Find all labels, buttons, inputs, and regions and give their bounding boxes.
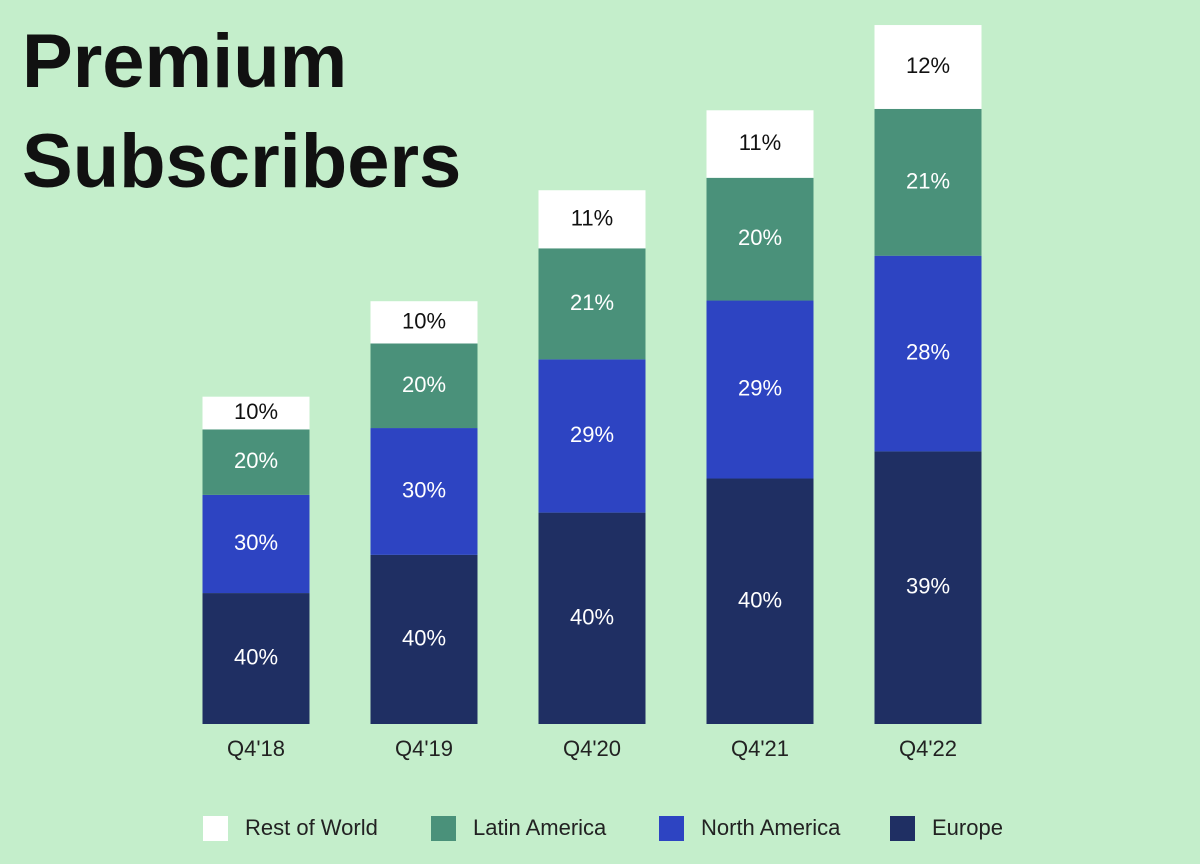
data-label: 11% bbox=[571, 205, 613, 230]
value: 11 bbox=[739, 130, 762, 155]
data-label: 29% bbox=[570, 422, 614, 447]
unit: % bbox=[762, 587, 782, 612]
legend-swatch bbox=[890, 816, 915, 841]
unit: % bbox=[594, 422, 614, 447]
unit: % bbox=[930, 339, 950, 364]
bar-segment bbox=[202, 396, 310, 430]
value: 21 bbox=[570, 290, 594, 315]
unit: % bbox=[762, 375, 782, 400]
legend-label: Europe bbox=[932, 815, 1003, 840]
bar-segment bbox=[874, 451, 982, 724]
value: 40 bbox=[738, 587, 762, 612]
unit: % bbox=[426, 308, 446, 333]
value: 20 bbox=[234, 448, 258, 473]
bar-segment bbox=[202, 429, 310, 495]
data-label: 10% bbox=[234, 399, 278, 424]
value: 30 bbox=[402, 477, 426, 502]
value: 29 bbox=[570, 422, 594, 447]
bar-segment bbox=[874, 255, 982, 452]
data-label: 21% bbox=[570, 290, 614, 315]
unit: % bbox=[930, 53, 950, 78]
data-label: 20% bbox=[402, 372, 446, 397]
unit: % bbox=[594, 604, 614, 629]
data-label: 40% bbox=[402, 625, 446, 650]
chart-title: Premium Subscribers bbox=[22, 19, 462, 204]
unit: % bbox=[258, 399, 278, 424]
value: 20 bbox=[738, 225, 762, 250]
unit: % bbox=[426, 477, 446, 502]
data-label: 21% bbox=[906, 168, 950, 193]
data-label: 20% bbox=[738, 225, 782, 250]
unit: % bbox=[594, 290, 614, 315]
legend-swatch bbox=[203, 816, 228, 841]
x-tick-label: Q4'20 bbox=[563, 736, 621, 761]
data-label: 11% bbox=[739, 130, 781, 155]
data-label: 28% bbox=[906, 339, 950, 364]
x-tick-label: Q4'22 bbox=[899, 736, 957, 761]
data-label: 29% bbox=[738, 375, 782, 400]
unit: % bbox=[258, 530, 278, 555]
unit: % bbox=[426, 625, 446, 650]
data-label: 30% bbox=[402, 477, 446, 502]
value: 10 bbox=[234, 399, 258, 424]
bar-segment bbox=[202, 593, 310, 724]
data-label: 40% bbox=[234, 644, 278, 669]
bar-segment bbox=[874, 108, 982, 256]
value: 28 bbox=[906, 339, 930, 364]
bar-segment bbox=[706, 300, 814, 479]
data-label: 30% bbox=[234, 530, 278, 555]
x-tick-label: Q4'19 bbox=[395, 736, 453, 761]
bar-segment bbox=[370, 554, 478, 724]
bar-segment bbox=[538, 190, 646, 249]
legend-label: Latin America bbox=[473, 815, 607, 840]
bar-segment bbox=[706, 478, 814, 724]
value: 40 bbox=[234, 644, 258, 669]
legend-label: North America bbox=[701, 815, 841, 840]
value: 12 bbox=[906, 53, 930, 78]
unit: % bbox=[762, 130, 782, 155]
data-label: 20% bbox=[234, 448, 278, 473]
unit: % bbox=[258, 644, 278, 669]
bar-segment bbox=[538, 248, 646, 360]
bar-segment bbox=[370, 343, 478, 429]
value: 40 bbox=[402, 625, 426, 650]
bar-segment bbox=[202, 494, 310, 594]
legend-swatch bbox=[431, 816, 456, 841]
value: 10 bbox=[402, 308, 426, 333]
x-tick-label: Q4'18 bbox=[227, 736, 285, 761]
value: 30 bbox=[234, 530, 258, 555]
value: 29 bbox=[738, 375, 762, 400]
data-label: 10% bbox=[402, 308, 446, 333]
bar-segment bbox=[538, 359, 646, 513]
value: 20 bbox=[402, 372, 426, 397]
bar-segment bbox=[706, 177, 814, 301]
bar-segment bbox=[538, 512, 646, 724]
bar-segment bbox=[874, 25, 982, 109]
unit: % bbox=[426, 372, 446, 397]
legend-label: Rest of World bbox=[245, 815, 378, 840]
unit: % bbox=[594, 205, 614, 230]
unit: % bbox=[930, 168, 950, 193]
bar-segment bbox=[706, 110, 814, 178]
value: 39 bbox=[906, 574, 930, 599]
bar-segment bbox=[370, 428, 478, 555]
data-label: 12% bbox=[906, 53, 950, 78]
value: 21 bbox=[906, 168, 930, 193]
data-label: 40% bbox=[738, 587, 782, 612]
x-tick-label: Q4'21 bbox=[731, 736, 789, 761]
value: 40 bbox=[570, 604, 594, 629]
data-label: 39% bbox=[906, 574, 950, 599]
value: 11 bbox=[571, 205, 594, 230]
unit: % bbox=[258, 448, 278, 473]
bar-segment bbox=[370, 301, 478, 344]
unit: % bbox=[762, 225, 782, 250]
unit: % bbox=[930, 574, 950, 599]
data-label: 40% bbox=[570, 604, 614, 629]
legend-swatch bbox=[659, 816, 684, 841]
